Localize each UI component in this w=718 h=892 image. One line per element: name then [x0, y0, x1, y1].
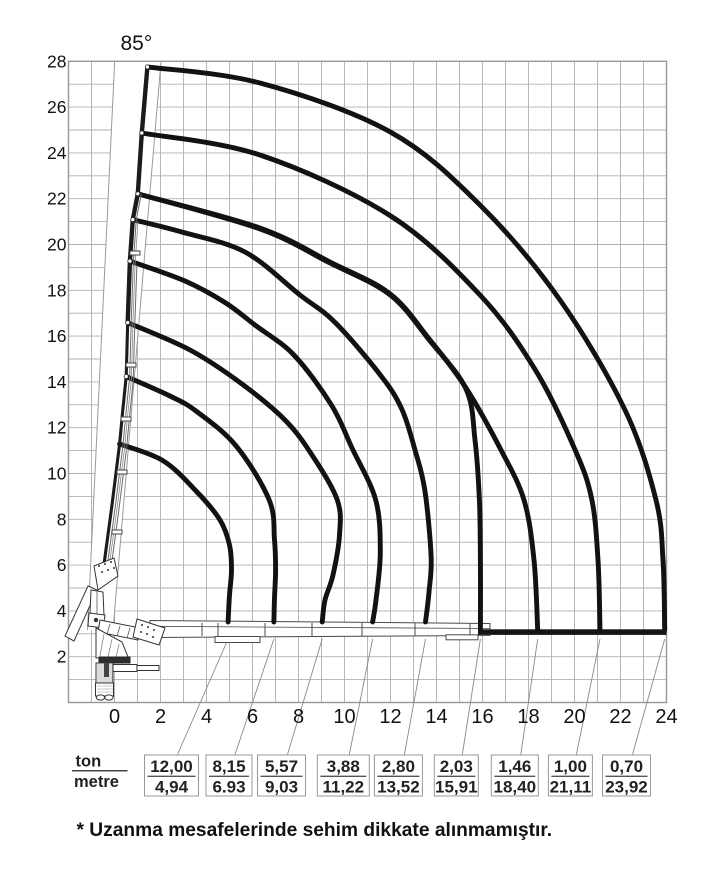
- svg-text:4,94: 4,94: [155, 778, 189, 797]
- svg-text:8: 8: [293, 706, 304, 728]
- svg-text:15,91: 15,91: [435, 778, 478, 797]
- svg-text:22: 22: [47, 189, 66, 209]
- svg-text:4: 4: [201, 706, 212, 728]
- svg-text:1,00: 1,00: [554, 757, 587, 776]
- svg-text:14: 14: [47, 372, 67, 392]
- svg-text:4: 4: [57, 601, 67, 621]
- svg-text:10: 10: [47, 464, 67, 484]
- svg-text:0,70: 0,70: [610, 757, 643, 776]
- svg-text:28: 28: [47, 51, 66, 71]
- svg-text:6: 6: [247, 706, 258, 728]
- svg-text:26: 26: [47, 97, 66, 117]
- svg-text:5,57: 5,57: [265, 757, 298, 776]
- svg-text:2,03: 2,03: [440, 757, 473, 776]
- svg-text:3,88: 3,88: [327, 757, 360, 776]
- svg-text:85°: 85°: [121, 32, 153, 55]
- svg-text:metre: metre: [74, 773, 119, 791]
- svg-text:24: 24: [47, 143, 67, 163]
- svg-text:6.93: 6.93: [212, 778, 245, 797]
- svg-text:12: 12: [47, 418, 66, 438]
- svg-text:16: 16: [471, 706, 493, 728]
- svg-text:14: 14: [425, 706, 447, 728]
- svg-text:2: 2: [57, 647, 67, 667]
- svg-text:1,46: 1,46: [498, 757, 531, 776]
- svg-text:9,03: 9,03: [265, 778, 298, 797]
- svg-text:6: 6: [57, 555, 67, 575]
- svg-text:18: 18: [517, 706, 539, 728]
- svg-text:0: 0: [109, 706, 120, 728]
- svg-text:23,92: 23,92: [605, 778, 648, 797]
- svg-text:8: 8: [57, 509, 67, 529]
- svg-text:22: 22: [609, 706, 631, 728]
- svg-text:12: 12: [379, 706, 401, 728]
- svg-text:18: 18: [47, 280, 66, 300]
- svg-text:ton: ton: [76, 753, 102, 771]
- svg-text:* Uzanma mesafelerinde sehim d: * Uzanma mesafelerinde sehim dikkate alı…: [77, 820, 553, 841]
- svg-text:13,52: 13,52: [377, 778, 420, 797]
- svg-text:2,80: 2,80: [382, 757, 415, 776]
- svg-text:21,11: 21,11: [550, 778, 592, 797]
- svg-text:12,00: 12,00: [150, 757, 193, 776]
- svg-text:16: 16: [47, 326, 66, 346]
- svg-text:2: 2: [155, 706, 166, 728]
- svg-text:24: 24: [655, 706, 677, 728]
- svg-text:8,15: 8,15: [212, 757, 245, 776]
- svg-text:20: 20: [47, 235, 67, 255]
- svg-text:10: 10: [333, 706, 355, 728]
- svg-text:18,40: 18,40: [494, 778, 537, 797]
- svg-text:20: 20: [563, 706, 585, 728]
- svg-text:11,22: 11,22: [322, 778, 364, 797]
